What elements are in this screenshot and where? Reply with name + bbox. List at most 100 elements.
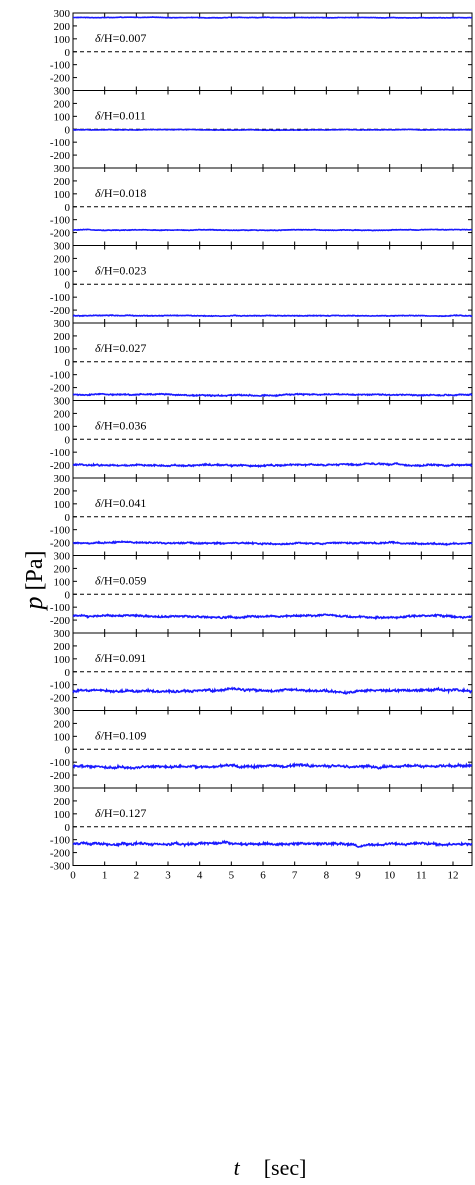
y-tick-label: 100 bbox=[54, 34, 71, 46]
x-tick-label: 4 bbox=[197, 870, 203, 882]
y-tick-label: -200 bbox=[50, 848, 71, 860]
panel-label-value: /H=0.036 bbox=[101, 419, 147, 433]
panel-label-value: /H=0.007 bbox=[101, 31, 147, 45]
pressure-series-line bbox=[72, 228, 473, 232]
panel-label-value: /H=0.091 bbox=[101, 651, 147, 665]
x-tick-label: 12 bbox=[448, 870, 459, 882]
x-tick-label: 10 bbox=[384, 870, 396, 882]
x-tick-label: 5 bbox=[229, 870, 235, 882]
y-tick-label: 100 bbox=[54, 731, 71, 743]
y-tick-label: 0 bbox=[65, 744, 71, 756]
y-tick-label: -200 bbox=[50, 460, 71, 472]
x-tick-label: 7 bbox=[292, 870, 298, 882]
y-tick-label: 100 bbox=[54, 266, 71, 278]
x-axis-symbol: t bbox=[234, 1155, 241, 1180]
x-tick-label: 1 bbox=[102, 870, 108, 882]
panel-label-symbol: δ bbox=[95, 109, 101, 123]
panel-label: δ/H=0.007 bbox=[95, 31, 146, 45]
y-tick-label: 200 bbox=[54, 253, 71, 265]
y-tick-label: -100 bbox=[50, 835, 71, 847]
y-tick-label: -100 bbox=[50, 525, 71, 537]
x-tick-labels: 0 1 2 3 4 5 6 7 8 9 10 11 12 bbox=[70, 870, 458, 882]
y-tick-label: 0 bbox=[65, 202, 71, 214]
x-tick-label: 8 bbox=[324, 870, 330, 882]
y-tick-label: -200 bbox=[50, 305, 71, 317]
y-tick-label: 300 bbox=[54, 241, 71, 253]
y-tick-label: 100 bbox=[54, 654, 71, 666]
panel-label-symbol: δ bbox=[95, 806, 101, 820]
x-axis-unit: [sec] bbox=[264, 1155, 307, 1180]
panel-label: δ/H=0.018 bbox=[95, 186, 146, 200]
y-tick-label: 0 bbox=[65, 124, 71, 136]
panels-group: 3002001000-100-200δ/H=0.0073002001000-10… bbox=[50, 8, 473, 873]
panel-label-value: /H=0.011 bbox=[101, 109, 146, 123]
x-tick-label: 0 bbox=[70, 870, 76, 882]
y-tick-label: -200 bbox=[50, 150, 71, 162]
y-tick-label: 300 bbox=[54, 163, 71, 175]
y-tick-label: -100 bbox=[50, 137, 71, 149]
y-tick-label: 0 bbox=[65, 512, 71, 524]
y-tick-label: 300 bbox=[54, 473, 71, 485]
y-tick-label: 100 bbox=[54, 111, 71, 123]
y-tick-label: 300 bbox=[54, 551, 71, 563]
y-tick-label: -200 bbox=[50, 693, 71, 705]
y-tick-label: 200 bbox=[54, 718, 71, 730]
x-tick-label: 2 bbox=[134, 870, 140, 882]
y-tick-label: 0 bbox=[65, 47, 71, 59]
panel-label-value: /H=0.041 bbox=[101, 496, 147, 510]
pressure-series-line bbox=[72, 314, 473, 318]
y-tick-label: 0 bbox=[65, 589, 71, 601]
y-tick-label: -100 bbox=[50, 292, 71, 304]
panel-label: δ/H=0.023 bbox=[95, 264, 146, 278]
panel-label-symbol: δ bbox=[95, 496, 101, 510]
y-tick-label: -200 bbox=[50, 73, 71, 85]
y-tick-label: -200 bbox=[50, 615, 71, 627]
y-tick-label: -100 bbox=[50, 757, 71, 769]
y-tick-label: 200 bbox=[54, 563, 71, 575]
x-tick-label: 9 bbox=[355, 870, 361, 882]
panel-label-value: /H=0.127 bbox=[101, 806, 147, 820]
y-tick-label: 200 bbox=[54, 641, 71, 653]
y-tick-label: 300 bbox=[54, 318, 71, 330]
x-tick-label: 11 bbox=[416, 870, 427, 882]
panel-label-symbol: δ bbox=[95, 186, 101, 200]
panel-label-symbol: δ bbox=[95, 31, 101, 45]
y-tick-label: -100 bbox=[50, 680, 71, 692]
x-axis-label: t [sec] bbox=[234, 1155, 307, 1180]
x-tick-label: 6 bbox=[260, 870, 266, 882]
y-tick-label: 300 bbox=[54, 8, 71, 20]
pressure-series-line bbox=[72, 392, 473, 398]
y-tick-label: -200 bbox=[50, 383, 71, 395]
y-axis-symbol: p bbox=[19, 596, 48, 611]
y-tick-label: 100 bbox=[54, 189, 71, 201]
y-tick-label: -100 bbox=[50, 215, 71, 227]
y-tick-label: 0 bbox=[65, 357, 71, 369]
y-tick-label: 200 bbox=[54, 21, 71, 33]
y-tick-label: 100 bbox=[54, 421, 71, 433]
y-tick-label: -200 bbox=[50, 770, 71, 782]
pressure-series-line bbox=[72, 761, 473, 771]
panel-label-value: /H=0.109 bbox=[101, 729, 147, 743]
pressure-series-line bbox=[72, 686, 473, 695]
y-tick-label: -100 bbox=[50, 370, 71, 382]
panel-label: δ/H=0.041 bbox=[95, 496, 146, 510]
y-tick-label: 100 bbox=[54, 576, 71, 588]
y-tick-label: 300 bbox=[54, 628, 71, 640]
y-tick-label: 0 bbox=[65, 279, 71, 291]
y-tick-label: 200 bbox=[54, 98, 71, 110]
y-tick-label: -200 bbox=[50, 538, 71, 550]
pressure-series-line bbox=[72, 539, 473, 547]
y-tick-label: 300 bbox=[54, 86, 71, 98]
y-tick-label: 300 bbox=[54, 396, 71, 408]
pressure-series-line bbox=[72, 128, 472, 132]
panel-label: δ/H=0.059 bbox=[95, 574, 146, 588]
y-tick-label: 200 bbox=[54, 176, 71, 188]
y-tick-label: 100 bbox=[54, 809, 71, 821]
